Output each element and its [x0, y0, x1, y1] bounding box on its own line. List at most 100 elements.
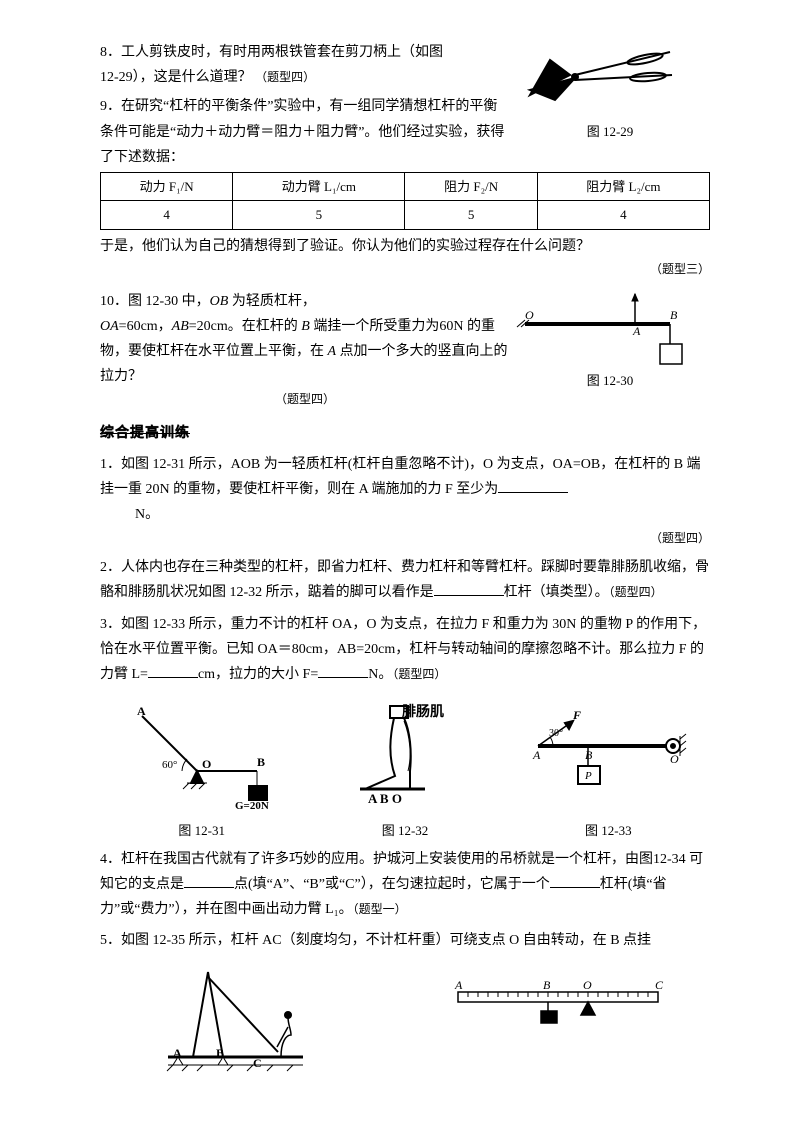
p4-num: 4．: [100, 847, 121, 872]
svg-text:F: F: [572, 708, 581, 722]
th-l1: 动力臂 L₁/cm: [233, 172, 405, 200]
fig-12-30-caption: 图 12-30: [510, 369, 710, 392]
q8-num: 8．: [100, 40, 121, 65]
p2-num: 2．: [100, 555, 121, 580]
td-0: 4: [101, 201, 233, 229]
q9-hint: （题型三）: [100, 259, 710, 281]
th-l2: 阻力臂 L₂/cm: [537, 172, 709, 200]
td-1: 5: [233, 201, 405, 229]
fig-12-35: A B O C: [405, 967, 710, 1085]
svg-text:O: O: [583, 978, 592, 992]
p1-tail: N。: [100, 507, 159, 522]
fig-12-32-caption: 图 12-32: [303, 819, 506, 842]
problem-3: 3．如图 12-33 所示，重力不计的杠杆 OA，O 为支点，在拉力 F 和重力…: [100, 612, 710, 688]
svg-text:C: C: [655, 978, 664, 992]
p3-hint: （题型四）: [392, 667, 446, 681]
p2-blank: [434, 581, 504, 596]
svg-text:A: A: [532, 748, 541, 762]
svg-text:P: P: [584, 770, 592, 782]
q9-text: 在研究“杠杆的平衡条件”实验中，有一组同学猜想杠杆的平衡条件可能是“动力＋动力臂…: [100, 99, 504, 164]
problem-1: 1．如图 12-31 所示，AOB 为一轻质杠杆(杠杆自重忽略不计)，O 为支点…: [100, 452, 710, 549]
q8-line2: 12-29），这是什么道理？: [100, 70, 252, 85]
svg-text:O: O: [202, 757, 211, 771]
svg-text:A: A: [173, 1046, 182, 1060]
p4-b: 点(填“A”、“B”或“C”），在匀速拉起时，它属于一个: [234, 877, 550, 892]
q9-table: 动力 F₁/N 动力臂 L₁/cm 阻力 F₂/N 阻力臂 L₂/cm 4 5 …: [100, 172, 710, 230]
question-10: 10．图 12-30 中，OB 为轻质杠杆， OA=60cm，AB=20cm。在…: [100, 289, 710, 411]
fig-12-33: A B O P F 30° 图 12-33: [507, 701, 710, 842]
foot-icon: 腓肠肌 A B O: [340, 701, 470, 811]
svg-text:B: B: [257, 755, 265, 769]
scissors-icon: [520, 40, 700, 120]
p4-blank1: [184, 873, 234, 888]
q10-text: 10．图 12-30 中，OB 为轻质杠杆， OA=60cm，AB=20cm。在…: [100, 289, 510, 411]
muscle-label: 腓肠肌: [402, 704, 444, 720]
svg-text:30°: 30°: [549, 728, 563, 739]
problem-5: 5．如图 12-35 所示，杠杆 AC（刻度均匀，不计杠杆重）可绕支点 O 自由…: [100, 928, 710, 953]
svg-text:B: B: [216, 1046, 224, 1060]
p4-blank2: [550, 873, 600, 888]
q8-line1: 工人剪铁皮时，有时用两根铁管套在剪刀柄上（如图: [121, 45, 443, 60]
q10-hint: （题型四）: [100, 389, 510, 411]
lever-oa2-icon: A B O P F 30°: [523, 701, 693, 811]
p4-hint: （题型一）: [353, 902, 407, 916]
fig-12-32: 腓肠肌 A B O 图 12-32: [303, 701, 506, 842]
p1-hint: （题型四）: [100, 528, 710, 550]
fig-12-29: 图 12-29: [510, 40, 710, 143]
q10-ob: OB: [210, 294, 229, 309]
lever-aob-icon: A O B 60° G=20N: [127, 701, 277, 811]
th-f2: 阻力 F₂/N: [405, 172, 537, 200]
svg-text:B: B: [585, 748, 593, 762]
p2-tail: 杠杆（填类型）。: [504, 585, 609, 600]
td-2: 5: [405, 201, 537, 229]
g-label: G=20N: [235, 800, 269, 811]
fig-12-33-caption: 图 12-33: [507, 819, 710, 842]
q10-num: 10．: [100, 289, 128, 314]
p5-num: 5．: [100, 928, 121, 953]
section-header: 综合提高训练: [100, 421, 190, 446]
svg-text:O: O: [670, 752, 679, 766]
q10-B: B: [301, 319, 310, 334]
svg-text:O: O: [525, 308, 534, 322]
q8-text: 8．工人剪铁皮时，有时用两根铁管套在剪刀柄上（如图 12-29），这是什么道理？…: [100, 40, 510, 170]
fig-12-29-caption: 图 12-29: [510, 120, 710, 143]
problem-2: 2．人体内也存在三种类型的杠杆，即省力杠杆、费力杠杆和等臂杠杆。踩脚时要靠腓肠肌…: [100, 555, 710, 605]
q10-e2: =20cm。在杠杆的: [189, 319, 302, 334]
p1-text: 如图 12-31 所示，AOB 为一轻质杠杆(杠杆自重忽略不计)，O 为支点，O…: [100, 457, 701, 497]
figure-row-2: A B C A B O C: [100, 967, 710, 1085]
svg-text:A: A: [137, 704, 146, 718]
q10-ab: AB: [172, 319, 189, 334]
q10-a: 图 12-30 中，: [128, 294, 210, 309]
lever-icon: O A B: [515, 289, 705, 369]
svg-text:A: A: [632, 324, 641, 338]
svg-text:B: B: [543, 978, 551, 992]
p1-num: 1．: [100, 452, 121, 477]
q9-after: 于是，他们认为自己的猜想得到了验证。你认为他们的实验过程存在什么问题？: [100, 234, 710, 259]
p3-tail: N。: [368, 667, 392, 682]
q10-A: A: [328, 344, 337, 359]
p5-text: 如图 12-35 所示，杠杆 AC（刻度均匀，不计杠杆重）可绕支点 O 自由转动…: [121, 933, 651, 948]
fig-12-30: O A B 图 12-30: [510, 289, 710, 392]
fig-12-34: A B C: [100, 967, 405, 1085]
p3-num: 3．: [100, 612, 121, 637]
drawbridge-icon: A B C: [153, 967, 353, 1077]
p1-blank: [498, 478, 568, 493]
svg-text:B: B: [670, 308, 678, 322]
q10-b: 为轻质杠杆，: [228, 294, 316, 309]
q10-oa: OA: [100, 319, 119, 334]
angle-60: 60°: [162, 759, 177, 771]
figure-row-1: A O B 60° G=20N 图 12-31 腓肠肌 A B O 图 12-3…: [100, 701, 710, 842]
q10-e1: =60cm，: [119, 319, 172, 334]
p3-blank1: [148, 663, 198, 678]
abo-label: A B O: [368, 791, 402, 806]
p3-blank2: [318, 663, 368, 678]
svg-text:A: A: [454, 978, 463, 992]
fig-12-31: A O B 60° G=20N 图 12-31: [100, 701, 303, 842]
td-3: 4: [537, 201, 709, 229]
fig-12-31-caption: 图 12-31: [100, 819, 303, 842]
p3-mid: cm，拉力的大小 F=: [198, 667, 318, 682]
q8-hint: （题型四）: [255, 70, 315, 84]
th-f1: 动力 F₁/N: [101, 172, 233, 200]
problem-4: 4．杠杆在我国古代就有了许多巧妙的应用。护城河上安装使用的吊桥就是一个杠杆，由图…: [100, 847, 710, 923]
svg-text:C: C: [253, 1056, 262, 1070]
